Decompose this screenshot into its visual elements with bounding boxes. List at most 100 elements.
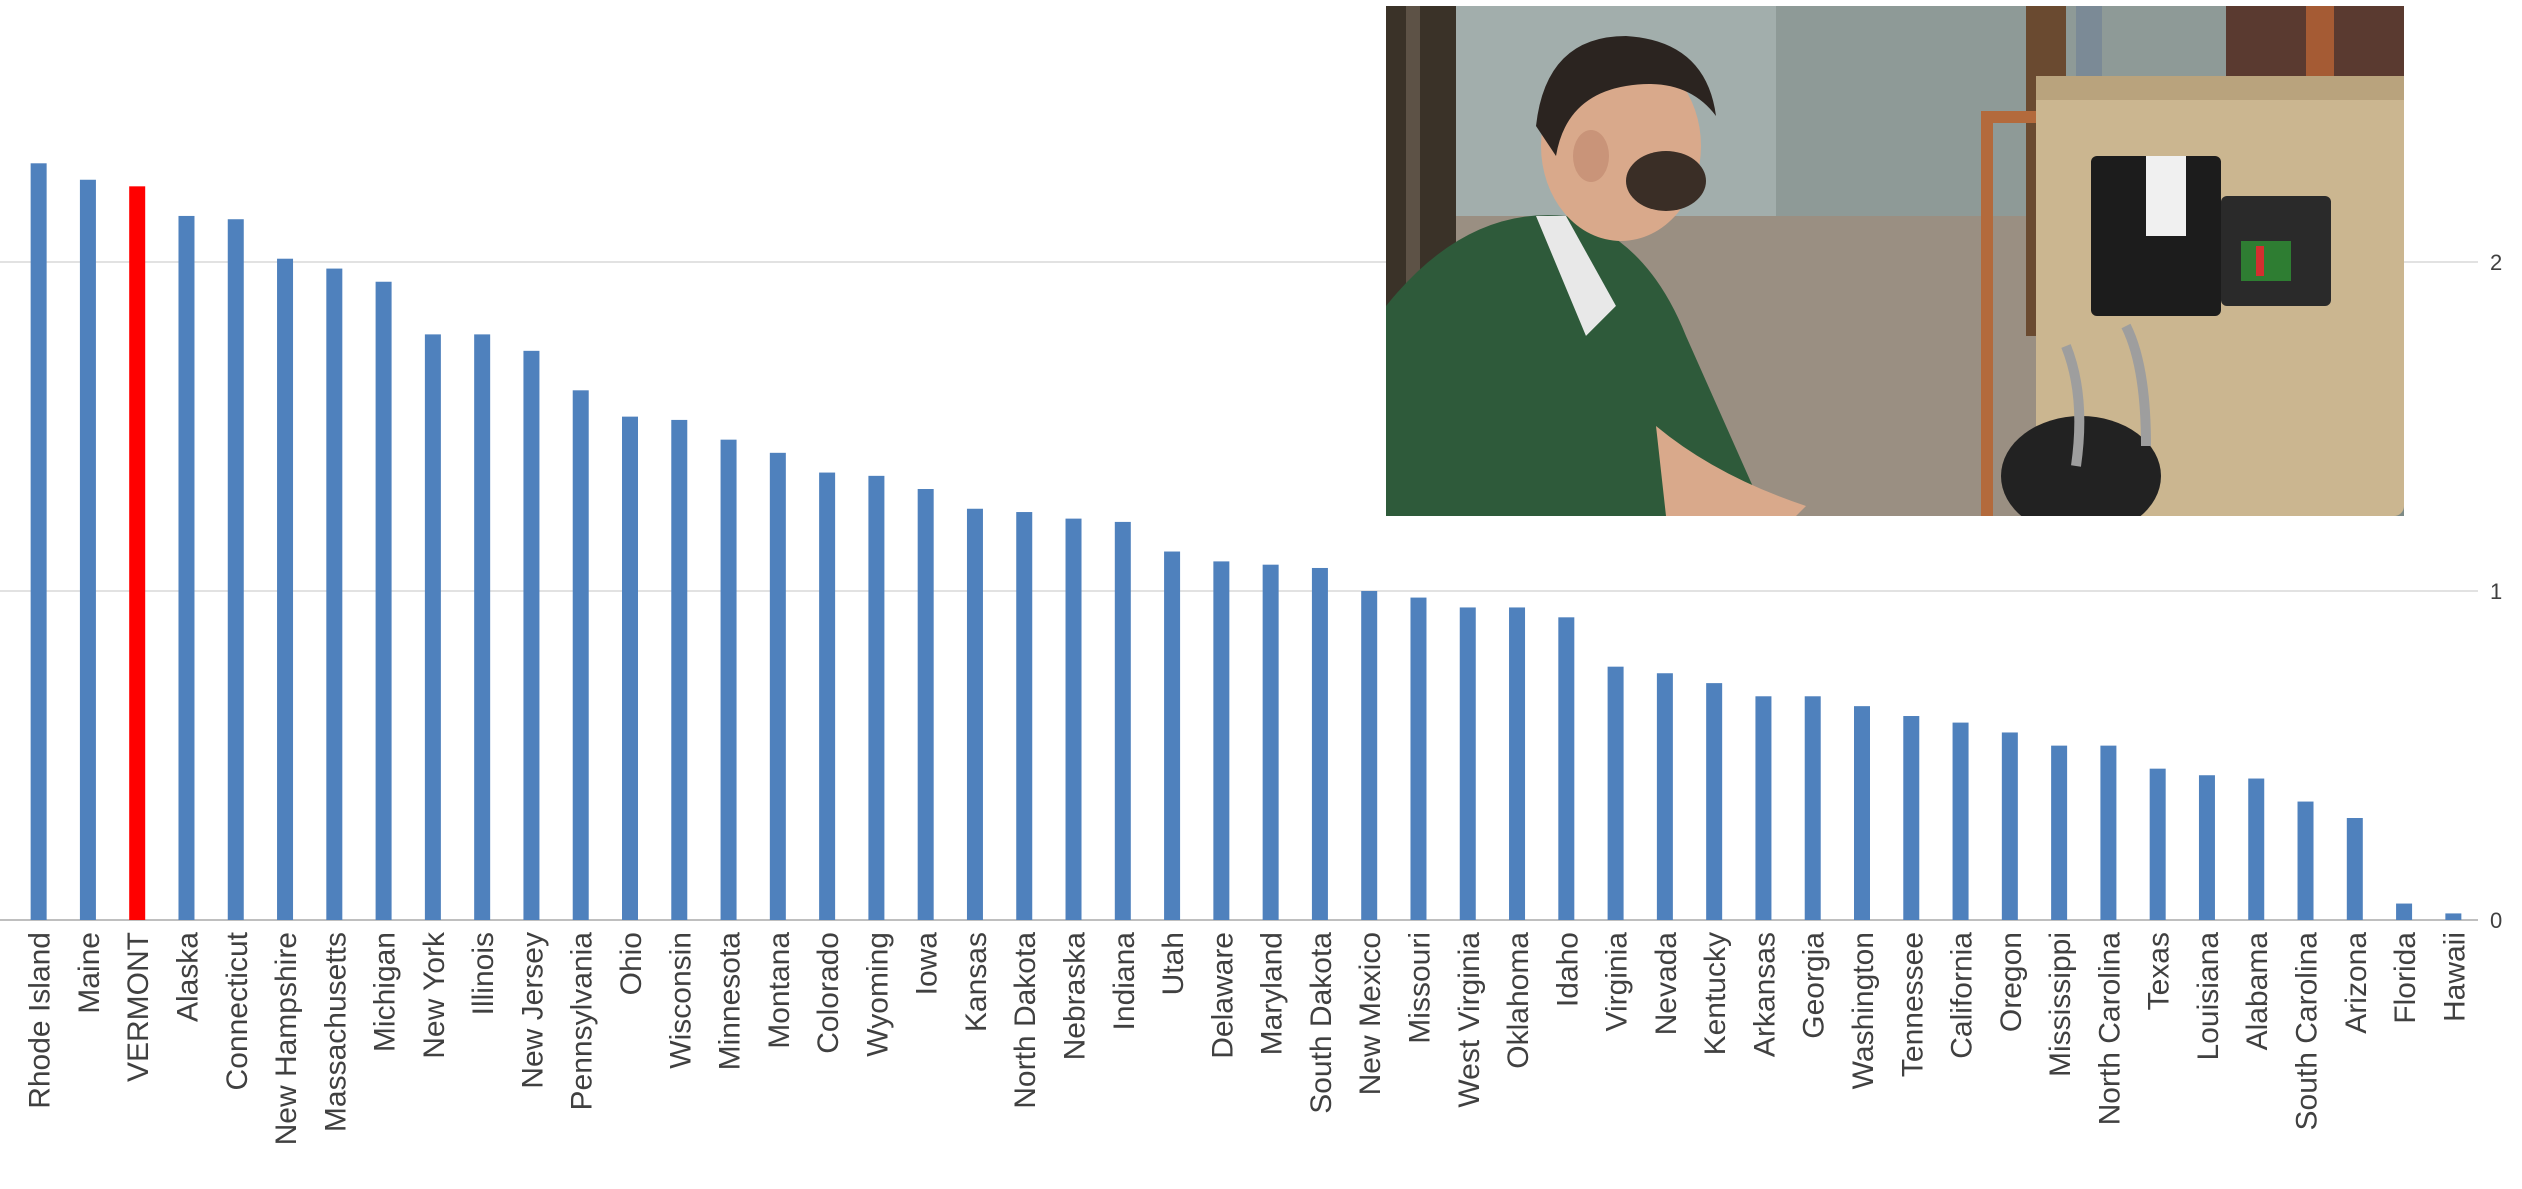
- bar-wyoming: [868, 475, 885, 920]
- category-label: Arkansas: [1748, 932, 1781, 1057]
- bar-arizona: [2346, 818, 2363, 920]
- bar-indiana: [1114, 521, 1131, 920]
- bar-arkansas: [1755, 696, 1772, 920]
- bar-montana: [769, 452, 786, 920]
- category-label: New York: [418, 931, 451, 1059]
- category-label: New Jersey: [516, 932, 549, 1089]
- bar-georgia: [1804, 696, 1821, 920]
- bar-minnesota: [720, 439, 737, 920]
- bar-vermont: [129, 186, 146, 920]
- bar-oklahoma: [1509, 607, 1526, 920]
- category-label: North Carolina: [2093, 932, 2126, 1126]
- category-label: Florida: [2389, 932, 2422, 1024]
- bar-new-hampshire: [277, 258, 294, 921]
- category-label: Missouri: [1403, 932, 1436, 1044]
- bar-tennessee: [1903, 716, 1920, 920]
- category-label: Nebraska: [1059, 932, 1092, 1061]
- bar-louisiana: [2198, 775, 2215, 920]
- category-label: New Hampshire: [270, 932, 303, 1145]
- category-label: New Mexico: [1354, 932, 1387, 1095]
- category-label: Maine: [73, 932, 106, 1014]
- category-label: Minnesota: [714, 932, 747, 1071]
- category-labels: Rhode Island Maine VERMONT Alaska Connecticu…: [24, 931, 2472, 1145]
- category-label: Delaware: [1206, 932, 1239, 1059]
- bar-new-mexico: [1361, 591, 1378, 920]
- bar-colorado: [819, 472, 836, 920]
- category-label: Hawaii: [2438, 932, 2471, 1022]
- category-label: Idaho: [1551, 932, 1584, 1007]
- category-label: Wisconsin: [664, 932, 697, 1069]
- bar-hawaii: [2445, 913, 2462, 920]
- bar-delaware: [1213, 561, 1230, 920]
- y-tick-label: 1: [2490, 579, 2502, 604]
- category-label: Texas: [2143, 932, 2176, 1010]
- bars: [30, 163, 2462, 921]
- y-tick-label: 0: [2490, 908, 2502, 933]
- bar-west-virginia: [1459, 607, 1476, 920]
- y-tick-label: 2: [2490, 250, 2502, 275]
- bar-new-york: [424, 334, 441, 920]
- category-label: Rhode Island: [24, 932, 57, 1109]
- category-label: Arizona: [2340, 932, 2373, 1034]
- bar-iowa: [917, 489, 934, 920]
- bar-oregon: [2001, 732, 2018, 920]
- bar-south-carolina: [2297, 801, 2314, 920]
- category-label: Louisiana: [2192, 932, 2225, 1061]
- bar-nevada: [1656, 673, 1673, 920]
- bar-kentucky: [1706, 683, 1723, 920]
- category-label: Maryland: [1256, 932, 1289, 1055]
- bar-south-dakota: [1311, 567, 1328, 920]
- bar-pennsylvania: [572, 390, 589, 920]
- bar-new-jersey: [523, 350, 540, 921]
- category-label: Wyoming: [861, 932, 894, 1057]
- bar-alabama: [2248, 778, 2265, 920]
- bar-missouri: [1410, 597, 1427, 920]
- bar-north-carolina: [2100, 745, 2117, 920]
- category-label: Connecticut: [221, 931, 254, 1090]
- bar-washington: [1854, 706, 1870, 920]
- bar-connecticut: [227, 219, 244, 921]
- category-label: Oregon: [1995, 932, 2028, 1032]
- category-label: South Dakota: [1305, 932, 1338, 1114]
- category-label: Oklahoma: [1502, 932, 1535, 1069]
- bar-mississippi: [2051, 745, 2068, 920]
- bar-massachusetts: [326, 268, 343, 921]
- category-label: Kansas: [960, 932, 993, 1032]
- category-label: Tennessee: [1896, 932, 1929, 1077]
- category-label: Michigan: [369, 932, 402, 1052]
- bar-kansas: [966, 508, 983, 920]
- bar-alaska: [178, 215, 195, 920]
- category-label: Utah: [1157, 932, 1190, 995]
- category-label: North Dakota: [1009, 932, 1042, 1109]
- y-axis-ticks: 0 1 2: [2490, 250, 2502, 933]
- bar-virginia: [1607, 666, 1624, 920]
- boiler-technician-photo: [1386, 6, 2404, 516]
- bar-utah: [1164, 551, 1181, 920]
- category-label: Indiana: [1108, 932, 1141, 1031]
- bar-ohio: [622, 416, 638, 920]
- category-label: Pennsylvania: [566, 932, 599, 1111]
- category-label: West Virginia: [1453, 932, 1486, 1108]
- bar-illinois: [474, 334, 491, 920]
- category-label: Iowa: [911, 932, 944, 996]
- category-label: Virginia: [1601, 932, 1634, 1032]
- bar-florida: [2396, 903, 2413, 920]
- category-label: Mississippi: [2044, 932, 2077, 1077]
- bar-wisconsin: [671, 419, 688, 920]
- category-label: Colorado: [812, 932, 845, 1054]
- category-label: Illinois: [467, 932, 500, 1015]
- category-label: Nevada: [1650, 932, 1683, 1036]
- bar-rhode-island: [30, 163, 47, 921]
- category-label: Kentucky: [1699, 932, 1732, 1055]
- bar-idaho: [1558, 617, 1575, 920]
- category-label: Montana: [763, 932, 796, 1049]
- category-label: South Carolina: [2291, 932, 2324, 1131]
- bar-north-dakota: [1016, 512, 1033, 920]
- category-label: Massachusetts: [319, 932, 352, 1132]
- category-label: VERMONT: [122, 932, 155, 1082]
- category-label: Alaska: [171, 932, 204, 1022]
- category-label: California: [1946, 932, 1979, 1059]
- bar-california: [1952, 722, 1969, 920]
- bar-nebraska: [1065, 518, 1082, 920]
